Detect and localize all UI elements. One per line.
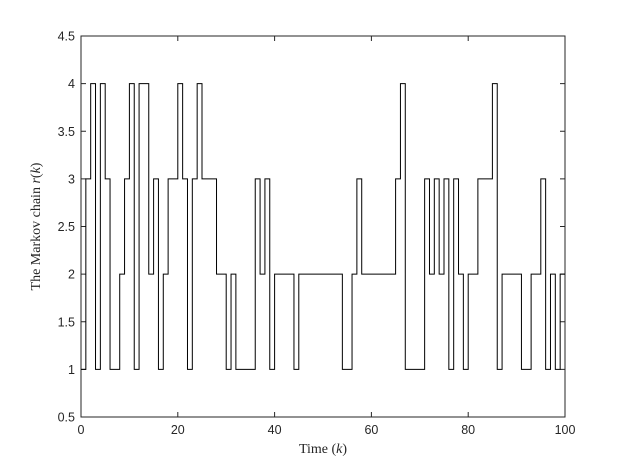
y-tick-label: 2 [68,268,75,282]
x-axis-label: Time (k) [299,442,347,457]
axes-ticks: 0 20 40 60 80 100 0.5 1 1.5 2 2.5 3 3.5 4 4.5 [58,30,576,438]
y-tick-label: 0.5 [58,411,75,425]
y-tick-label: 2.5 [58,220,75,234]
y-tick-label: 3 [68,172,75,186]
markov-chain-series-line [81,83,565,370]
y-tick-label: 4 [68,77,75,91]
y-axis-label: The Markov chain r(k) [29,162,44,290]
x-tick-label: 100 [555,423,576,437]
x-tick-label: 20 [171,423,185,437]
y-tick-label: 3.5 [58,125,75,139]
x-tick-label: 80 [461,423,475,437]
x-tick-label: 0 [78,423,85,437]
y-tick-label: 4.5 [58,30,75,44]
x-tick-label: 40 [268,423,282,437]
x-tick-label: 60 [364,423,378,437]
plot-frame [80,35,566,418]
y-tick-label: 1 [68,363,75,377]
y-tick-label: 1.5 [58,315,75,329]
